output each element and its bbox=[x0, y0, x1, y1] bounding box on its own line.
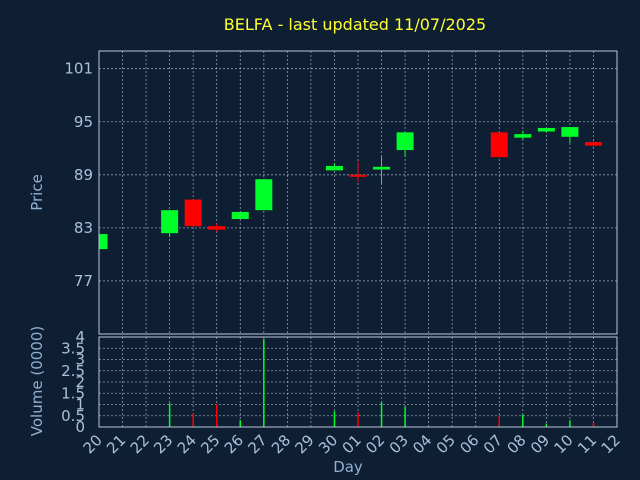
chart-title: BELFA - last updated 11/07/2025 bbox=[224, 15, 486, 34]
candle bbox=[184, 199, 202, 228]
volume-tick-label: 2.5 bbox=[61, 362, 85, 380]
day-tick-label: 04 bbox=[409, 431, 435, 457]
day-tick-label: 27 bbox=[244, 431, 270, 457]
day-tick-label: 29 bbox=[292, 431, 318, 457]
price-axis-ticks: 77 83 89 95 101 bbox=[64, 60, 93, 290]
volume-tick-label: 1.5 bbox=[61, 384, 85, 402]
candle-body bbox=[231, 211, 249, 220]
candle-body bbox=[490, 132, 508, 158]
volume-axis-label: Volume (0000) bbox=[28, 326, 46, 436]
day-tick-label: 11 bbox=[574, 431, 600, 457]
volume-tick-label: 1 bbox=[75, 396, 85, 414]
candle bbox=[561, 127, 579, 143]
day-tick-label: 02 bbox=[362, 431, 388, 457]
day-tick-label: 22 bbox=[127, 431, 153, 457]
price-tick-label: 95 bbox=[74, 113, 93, 131]
candle-body bbox=[325, 165, 343, 171]
candle bbox=[490, 132, 508, 158]
price-tick-label: 77 bbox=[74, 272, 93, 290]
volume-tick-label: 4 bbox=[75, 328, 85, 346]
candle-body bbox=[537, 127, 555, 132]
candle-body bbox=[99, 234, 108, 250]
candle bbox=[208, 223, 226, 232]
candle-body bbox=[373, 166, 391, 170]
candle-body bbox=[161, 210, 179, 234]
day-tick-label: 07 bbox=[480, 431, 506, 457]
candle bbox=[514, 130, 532, 140]
day-tick-label: 05 bbox=[433, 431, 459, 457]
day-tick-label: 01 bbox=[339, 431, 365, 457]
candle-body bbox=[396, 132, 414, 151]
volume-tick-label: 0 bbox=[75, 418, 85, 436]
day-tick-label: 08 bbox=[503, 431, 529, 457]
day-tick-label: 06 bbox=[456, 431, 482, 457]
day-tick-label: 30 bbox=[315, 431, 341, 457]
candle bbox=[373, 157, 391, 185]
price-tick-label: 101 bbox=[64, 60, 93, 78]
day-axis-label: Day bbox=[333, 458, 363, 476]
candle bbox=[255, 179, 273, 211]
candle-body bbox=[561, 127, 579, 137]
candle bbox=[98, 234, 108, 250]
price-grid bbox=[98, 51, 618, 334]
candle bbox=[325, 163, 343, 171]
volume-series bbox=[168, 339, 595, 427]
candle bbox=[349, 161, 367, 182]
candle-body bbox=[584, 142, 602, 146]
price-panel-frame bbox=[98, 50, 618, 335]
candle bbox=[537, 127, 555, 133]
candle-body bbox=[208, 226, 226, 230]
price-tick-label: 89 bbox=[74, 166, 93, 184]
day-tick-label: 26 bbox=[221, 431, 247, 457]
day-tick-label: 21 bbox=[103, 431, 129, 457]
candle bbox=[396, 132, 414, 158]
volume-axis-ticks: 00.511.522.533.54 bbox=[61, 328, 85, 436]
price-tick-label: 83 bbox=[74, 219, 93, 237]
volume-panel-frame bbox=[98, 336, 618, 428]
day-tick-label: 24 bbox=[174, 431, 200, 457]
candle-body bbox=[184, 199, 202, 227]
price-axis-label: Price bbox=[28, 174, 46, 211]
day-tick-label: 10 bbox=[551, 431, 577, 457]
day-tick-label: 12 bbox=[598, 431, 624, 457]
day-tick-label: 23 bbox=[150, 431, 176, 457]
candle-body bbox=[255, 179, 273, 211]
candle-body bbox=[514, 134, 532, 138]
candle bbox=[231, 211, 249, 220]
candle-body bbox=[349, 174, 367, 177]
day-tick-label: 28 bbox=[268, 431, 294, 457]
day-tick-label: 03 bbox=[386, 431, 412, 457]
volume-tick-label: 3 bbox=[75, 351, 85, 369]
day-axis-ticks: 2021222324252627282930010203040506070809… bbox=[80, 431, 624, 457]
candle bbox=[161, 210, 179, 237]
day-tick-label: 09 bbox=[527, 431, 553, 457]
day-tick-label: 25 bbox=[197, 431, 223, 457]
volume-tick-label: 2 bbox=[75, 373, 85, 391]
volume-tick-label: 0.5 bbox=[61, 407, 85, 425]
volume-tick-label: 3.5 bbox=[61, 339, 85, 357]
candle bbox=[584, 141, 602, 147]
candlestick-series bbox=[98, 127, 602, 250]
